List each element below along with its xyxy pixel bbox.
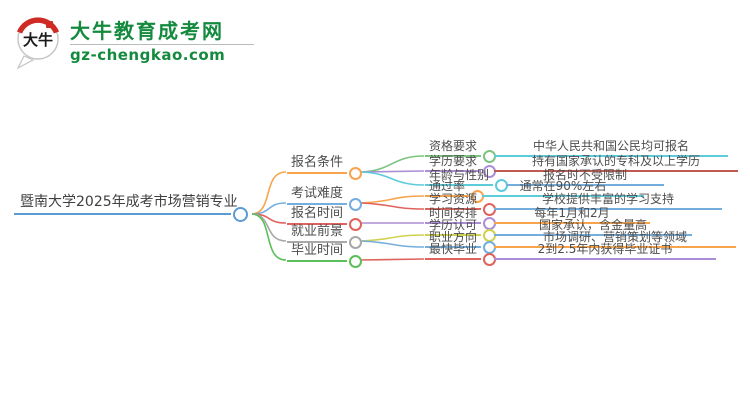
sub-fastest-graduation: 最快毕业 (425, 242, 497, 266)
leaf-marketing-fields: 市场调研、营销策划等领域 (494, 230, 736, 248)
sub-label: 通过率 (425, 179, 470, 197)
branch-node-circle (349, 218, 363, 231)
edge-degree-recognition (360, 234, 425, 242)
edge-root-signup-conditions (251, 171, 287, 215)
sub-label: 学习资源 (425, 192, 482, 210)
root-node-circle (233, 207, 248, 222)
branch-label: 毕业时间 (287, 243, 348, 262)
sub-label: 最快毕业 (425, 242, 482, 260)
branch-signup-time: 报名时间 (287, 206, 363, 231)
sub-qualification: 资格要求 (425, 139, 497, 163)
leaf-label: 学校提供丰富的学习支持 (494, 192, 722, 210)
sub-age-gender: 年龄与性别 (425, 168, 509, 192)
branch-node-circle (349, 255, 363, 268)
branch-job-prospects: 就业前景 (287, 224, 363, 249)
sub-label: 资格要求 (425, 139, 482, 157)
branch-label: 就业前景 (287, 224, 348, 243)
logo-title: 大牛教育成考网 (70, 19, 224, 43)
sub-label: 学历要求 (425, 154, 482, 172)
edge-root-graduation-time (251, 213, 287, 261)
branch-node-circle (349, 198, 363, 211)
leaf-recognized-diploma: 持有国家承认的专科及以上学历 (494, 154, 738, 172)
logo-mark-text: 大牛 (23, 31, 53, 49)
leaf-label: 国家承认，含金量高 (494, 218, 692, 236)
leaf-label: 持有国家承认的专科及以上学历 (494, 154, 738, 172)
leaf-label: 每年1月和2月 (494, 206, 650, 224)
root-label: 暨南大学2025年成考市场营销专业 (14, 193, 238, 215)
leaf-rich-study-support: 学校提供丰富的学习支持 (494, 192, 722, 210)
edge-study-resource (360, 202, 425, 210)
site-logo: 大牛 大牛教育成考网 gz-chengkao.com (14, 14, 254, 72)
leaf-pass-rate-90: 通常在90%左右 (482, 179, 644, 197)
sub-label: 年龄与性别 (425, 168, 494, 186)
branch-node-circle (349, 167, 363, 180)
branch-exam-difficulty: 考试难度 (287, 186, 363, 211)
leaf-label: 2到2.5年内获得毕业证书 (494, 242, 716, 260)
sub-label: 时间安排 (425, 206, 482, 224)
branch-node-circle (349, 236, 363, 249)
leaf-no-restriction: 报名时不受限制 (506, 168, 664, 186)
branch-signup-conditions: 报名条件 (287, 155, 363, 180)
branch-label: 报名时间 (287, 206, 348, 225)
sub-label: 学历认可 (425, 218, 482, 236)
logo-divider (70, 44, 254, 45)
edge-qualification (360, 155, 425, 173)
leaf-label: 市场调研、营销策划等领域 (494, 230, 736, 248)
logo-text-block: 大牛教育成考网 gz-chengkao.com (70, 14, 254, 64)
leaf-graduate-2-2-5-years: 2到2.5年内获得毕业证书 (494, 242, 716, 260)
branch-label: 考试难度 (287, 186, 348, 205)
branch-graduation-time: 毕业时间 (287, 243, 363, 268)
daniu-logo-icon: 大牛 (16, 17, 60, 70)
logo-domain: gz-chengkao.com (70, 46, 226, 64)
leaf-label: 通常在90%左右 (482, 179, 644, 197)
leaf-state-recognized: 国家承认，含金量高 (494, 218, 692, 236)
edge-pass-rate (360, 195, 425, 204)
edge-age-gender (360, 171, 425, 186)
mindmap-root-node: 暨南大学2025年成考市场营销专业 (14, 193, 248, 222)
leaf-citizens-can-register: 中华人民共和国公民均可报名 (494, 139, 728, 157)
edge-fastest-graduation (360, 258, 425, 261)
edge-career-direction (360, 240, 425, 248)
edge-education-req (360, 170, 425, 173)
branch-label: 报名条件 (287, 155, 348, 174)
leaf-jan-feb: 每年1月和2月 (494, 206, 650, 224)
leaf-label: 中华人民共和国公民均可报名 (494, 139, 728, 157)
leaf-label: 报名时不受限制 (506, 168, 664, 186)
sub-label: 职业方向 (425, 230, 482, 248)
sub-career-direction: 职业方向 (425, 230, 497, 254)
sub-pass-rate: 通过率 (425, 179, 485, 203)
